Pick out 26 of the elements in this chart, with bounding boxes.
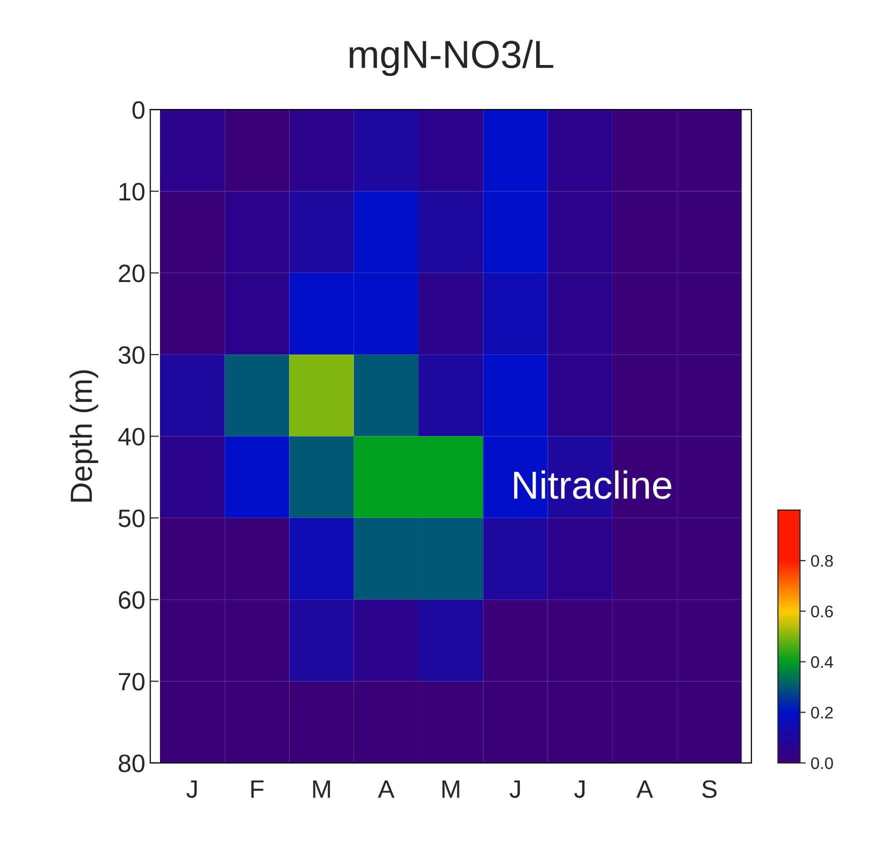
y-axis-title: Depth (m) [70,370,98,502]
annotation: Nitracline [514,470,672,499]
color-bar-label: 0.0 [811,757,833,770]
y-tick-label: 20 [118,264,144,282]
y-tick-label: 70 [118,672,144,691]
color-bar-label: 0.4 [811,656,834,668]
color-bar-label: 0.8 [811,554,833,567]
y-tick-label: 30 [118,346,144,364]
x-tick-label: J [186,780,197,798]
y-tick-label: 80 [118,754,144,772]
y-tick-label: 10 [120,182,144,201]
x-tick-label: M [442,780,460,798]
y-tick-label: 40 [118,428,144,446]
x-tick-label: A [636,780,654,798]
color-bar-label: 0.2 [811,706,833,719]
x-tick-label: F [251,780,264,798]
x-tick-label: M [313,780,330,798]
x-tick-label: J [574,780,585,798]
y-tick-label: 0 [132,101,144,119]
x-tick-label: J [510,780,520,798]
chart-title: mgN-NO3/L [350,40,554,76]
color-bar-label: 0.6 [811,606,833,618]
x-tick-label: S [702,780,717,798]
x-tick-label: A [378,780,394,798]
y-tick-label: 60 [118,591,144,609]
y-tick-label: 50 [118,510,144,528]
